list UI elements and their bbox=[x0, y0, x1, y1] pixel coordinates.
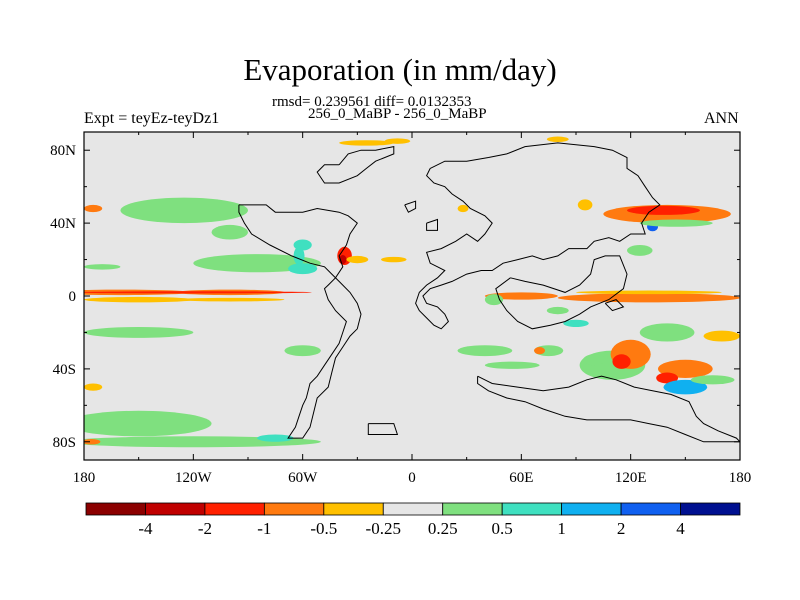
anomaly-patch bbox=[346, 255, 369, 264]
anomaly-patch bbox=[690, 375, 735, 385]
chart-title: Evaporation (in mm/day) bbox=[243, 52, 557, 87]
stats-line: rmsd= 0.239561 diff= 0.0132353 bbox=[272, 94, 472, 110]
anomaly-patch bbox=[84, 439, 101, 445]
coastline bbox=[404, 200, 417, 213]
anomaly-patch bbox=[384, 138, 411, 144]
anomaly-patch bbox=[576, 290, 722, 295]
anomaly-patch bbox=[563, 319, 589, 327]
x-tick-label: 0 bbox=[408, 470, 416, 486]
x-tick-label: 180 bbox=[729, 470, 752, 486]
anomaly-patch bbox=[656, 372, 679, 384]
x-axis: 180 120W 60W 0 60E 120E 180 bbox=[73, 132, 752, 486]
anomaly-patch bbox=[703, 330, 740, 342]
anomaly-patch bbox=[84, 326, 194, 338]
y-tick-label: 40N bbox=[50, 216, 76, 232]
anomaly-patch bbox=[288, 263, 318, 275]
anomaly-patch bbox=[577, 199, 593, 211]
colorbar-swatch bbox=[145, 502, 206, 516]
anomaly-patch bbox=[175, 297, 285, 302]
colorbar-label: 0.25 bbox=[428, 519, 458, 538]
anomaly-patch bbox=[583, 354, 606, 366]
colorbar-swatch bbox=[620, 502, 681, 516]
anomaly-patch bbox=[284, 345, 321, 357]
anomaly-patch bbox=[627, 205, 700, 215]
anomaly-patch bbox=[84, 264, 121, 270]
colorbar-label: -2 bbox=[198, 519, 212, 538]
anomaly-patch bbox=[639, 219, 713, 227]
case-line: 256_0_MaBP - 256_0_MaBP bbox=[308, 106, 487, 122]
experiment-label: Expt = teyEz-teyDz1 bbox=[84, 110, 220, 127]
anomaly-patch bbox=[546, 306, 569, 315]
coastline bbox=[367, 423, 399, 435]
coastlines bbox=[238, 142, 740, 443]
anomaly-patch bbox=[484, 361, 540, 369]
anomaly-patch bbox=[84, 204, 103, 213]
anomaly-patch bbox=[84, 383, 103, 391]
y-tick-label: 40S bbox=[53, 362, 76, 378]
anomaly-patch bbox=[293, 246, 305, 266]
colorbar-swatch bbox=[263, 502, 325, 516]
colorbar-label: 1 bbox=[557, 519, 566, 538]
colorbar-label: -0.25 bbox=[366, 519, 401, 538]
colorbar-swatch bbox=[561, 502, 622, 516]
coastline bbox=[415, 142, 661, 330]
x-tick-label: 180 bbox=[73, 470, 96, 486]
period-label: ANN bbox=[704, 110, 739, 127]
coastline bbox=[238, 204, 362, 439]
anomaly-patch bbox=[612, 354, 631, 369]
colorbar-label: 0.5 bbox=[492, 519, 513, 538]
anomaly-patch bbox=[84, 410, 212, 437]
anomaly-patch bbox=[339, 140, 394, 146]
colorbar-swatch bbox=[501, 502, 563, 516]
colorbar-swatch bbox=[382, 502, 444, 516]
colorbar-legend: -4 -2 -1 -0.5 -0.25 0.25 0.5 1 2 4 bbox=[85, 502, 741, 538]
coastline bbox=[316, 145, 395, 184]
anomaly-patch bbox=[534, 347, 546, 355]
x-tick-label: 120E bbox=[615, 470, 647, 486]
anomaly-patch bbox=[120, 197, 248, 224]
anomaly-patch bbox=[84, 291, 312, 294]
y-axis: 80N 40N 0 40S 80S bbox=[50, 143, 740, 451]
colorbar-label: 2 bbox=[617, 519, 626, 538]
anomaly-patch bbox=[381, 256, 407, 263]
colorbar-swatch bbox=[442, 502, 503, 516]
x-tick-label: 120W bbox=[175, 470, 213, 486]
x-tick-label: 60W bbox=[288, 470, 318, 486]
anomaly-patch bbox=[627, 244, 653, 256]
anomaly-patch bbox=[211, 224, 248, 240]
anomaly-patch bbox=[257, 434, 294, 442]
colorbar-swatch bbox=[204, 502, 265, 516]
anomaly-patch bbox=[484, 294, 504, 306]
anomaly-patch bbox=[546, 136, 569, 143]
anomaly-patch bbox=[557, 293, 740, 303]
colorbar-label: -0.5 bbox=[310, 519, 337, 538]
colorbar-label: -4 bbox=[138, 519, 153, 538]
coastline bbox=[495, 255, 628, 330]
colorbar-label: -1 bbox=[257, 519, 271, 538]
colorbar-swatch bbox=[323, 502, 384, 516]
y-tick-label: 0 bbox=[69, 289, 77, 305]
anomaly-patch bbox=[84, 296, 194, 303]
colorbar-label: 4 bbox=[676, 519, 685, 538]
anomaly-patch bbox=[457, 204, 469, 213]
anomaly-field bbox=[84, 136, 740, 448]
y-tick-label: 80N bbox=[50, 143, 76, 159]
coastline bbox=[477, 375, 740, 443]
colorbar-swatch bbox=[680, 502, 741, 516]
coastline bbox=[426, 218, 438, 231]
anomaly-patch bbox=[639, 323, 695, 342]
coastline bbox=[604, 299, 625, 312]
colorbar-swatch bbox=[85, 502, 146, 516]
anomaly-patch bbox=[457, 345, 513, 357]
x-tick-label: 60E bbox=[509, 470, 533, 486]
y-tick-label: 80S bbox=[53, 435, 76, 451]
anomaly-patch bbox=[484, 292, 558, 300]
anomaly-patch bbox=[663, 379, 708, 395]
